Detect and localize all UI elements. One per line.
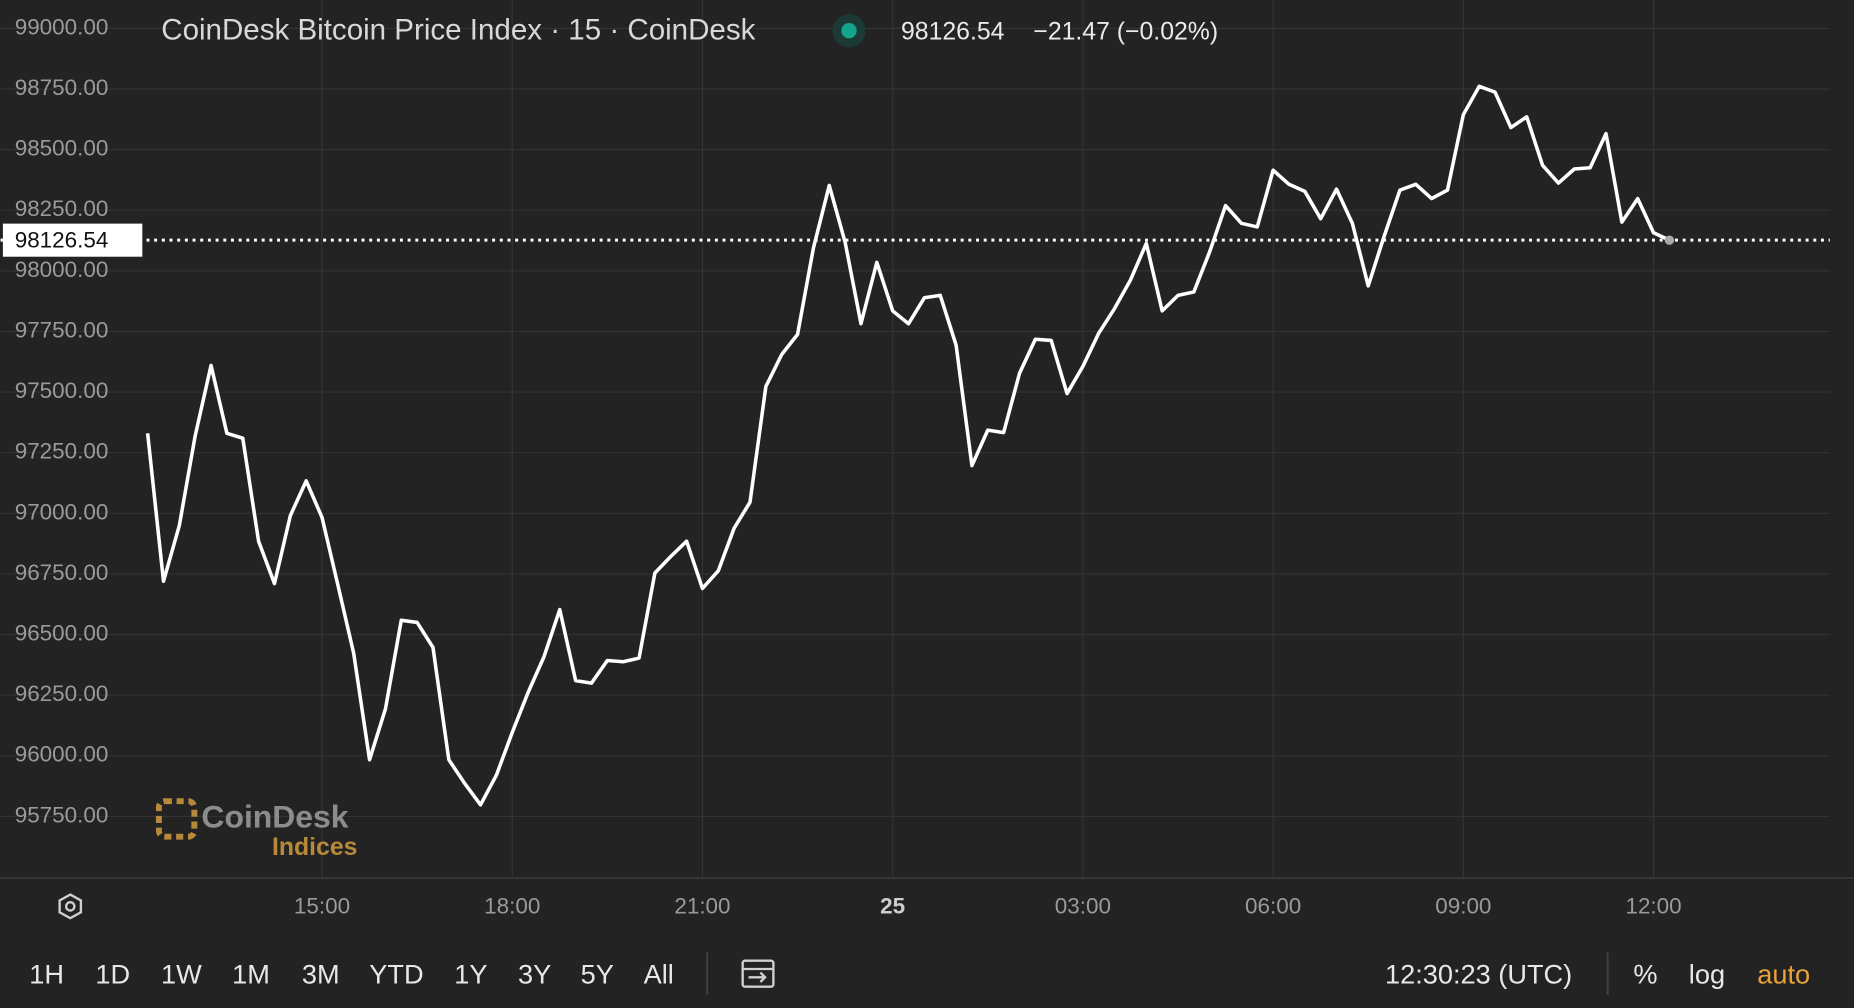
logo-icon [155,798,198,840]
y-tick-label: 96500.00 [15,621,109,646]
range-button[interactable]: 3M [302,958,340,989]
range-button[interactable]: 1Y [454,958,487,989]
y-tick-label: 97500.00 [15,378,109,403]
y-tick-label: 95750.00 [15,802,109,827]
y-tick-label: 98500.00 [15,136,109,161]
logo-name: CoinDesk [201,798,348,834]
x-tick-label: 21:00 [674,893,730,918]
y-tick-label: 98250.00 [15,196,109,221]
x-tick-label: 15:00 [294,893,350,918]
y-tick-label: 96000.00 [15,742,109,767]
y-tick-label: 97750.00 [15,317,109,342]
x-tick-label: 25 [880,893,905,918]
last-point [1664,235,1675,245]
price-tag [2,223,143,257]
price-tag-label: 98126.54 [15,227,109,252]
range-button[interactable]: 1M [232,958,270,989]
y-tick-label: 98750.00 [15,75,109,100]
log-toggle[interactable]: log [1689,958,1725,989]
y-tick-label: 96250.00 [15,681,109,706]
y-tick-label: 97250.00 [15,439,109,464]
range-button[interactable]: YTD [369,958,423,989]
price: 98126.54 [901,19,1005,46]
price-line [145,84,1671,807]
y-tick-label: 98000.00 [15,257,109,282]
x-tick-label: 03:00 [1055,893,1111,918]
settings-icon[interactable] [58,893,83,920]
percent-toggle[interactable]: % [1633,958,1657,989]
logo: CoinDesk Indices [155,798,357,861]
grid [0,0,1830,879]
y-tick-label: 99000.00 [15,14,109,39]
x-tick-label: 18:00 [484,893,540,918]
range-button[interactable]: 5Y [581,958,614,989]
price-change: −21.47 (−0.02%) [1033,19,1218,46]
calendar-outline [741,959,775,988]
auto-toggle[interactable]: auto [1757,958,1810,989]
y-tick-label: 96750.00 [15,560,109,585]
plot: 98126.54 [0,84,1830,807]
logo-sub: Indices [272,834,357,861]
chart-title: CoinDesk Bitcoin Price Index · 15 · Coin… [161,14,755,47]
clock: 12:30:23 (UTC) [1385,958,1572,989]
date-range-icon[interactable] [741,959,775,988]
range-button[interactable]: 3Y [518,958,551,989]
x-tick-label: 09:00 [1435,893,1491,918]
x-tick-label: 06:00 [1245,893,1301,918]
x-tick-label: 12:00 [1625,893,1681,918]
range-button[interactable]: 1W [161,958,202,989]
range-button[interactable]: All [644,958,674,989]
status-dot [841,23,857,39]
y-tick-label: 97000.00 [15,499,109,524]
settings-icon-center [64,901,76,912]
range-button[interactable]: 1H [29,958,64,989]
calendar-arrow [748,971,767,983]
range-button[interactable]: 1D [95,958,130,989]
